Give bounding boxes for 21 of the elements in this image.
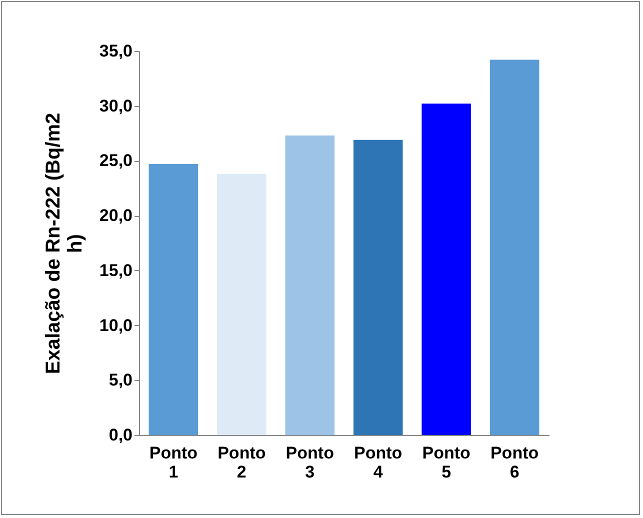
- y-tick-label: 25,0: [99, 151, 132, 170]
- bar: [148, 164, 198, 435]
- x-tick-label: Ponto 5: [422, 444, 470, 482]
- y-tick-label: 0,0: [108, 426, 132, 444]
- bar: [353, 140, 403, 435]
- y-tick-label: 10,0: [99, 316, 132, 335]
- y-tick-label: 5,0: [108, 370, 132, 390]
- x-tick-label: Ponto 3: [286, 444, 334, 482]
- bar: [285, 135, 335, 435]
- y-tick-label: 30,0: [99, 96, 132, 116]
- x-tick-label: Ponto 1: [149, 444, 198, 482]
- y-tick-label: 15,0: [99, 260, 132, 280]
- x-tick-label: Ponto 4: [354, 444, 402, 482]
- bar: [490, 60, 540, 435]
- y-axis-title: Exalação de Rn-222 (Bq/m2 h): [42, 112, 86, 374]
- y-tick-label: 20,0: [99, 206, 132, 226]
- bar: [217, 174, 266, 435]
- y-tick-label: 35,0: [99, 42, 132, 60]
- x-tick-label: Ponto 6: [490, 444, 539, 482]
- bar: [422, 104, 471, 435]
- x-tick-label: Ponto 2: [218, 444, 266, 482]
